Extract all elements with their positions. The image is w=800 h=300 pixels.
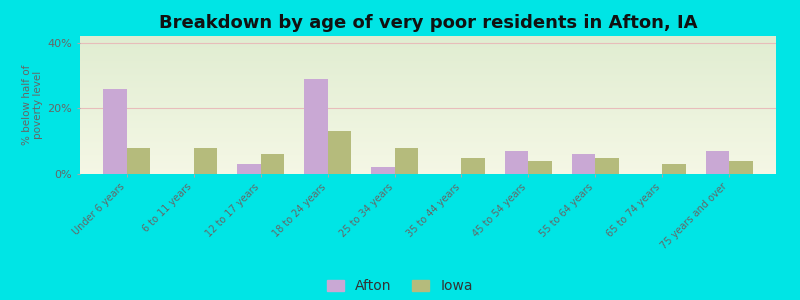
Bar xyxy=(706,151,729,174)
Bar xyxy=(238,164,261,174)
Bar xyxy=(572,154,595,174)
Bar xyxy=(194,148,217,174)
Y-axis label: % below half of
poverty level: % below half of poverty level xyxy=(22,65,43,145)
Bar xyxy=(103,88,127,174)
Bar xyxy=(304,79,328,174)
Bar xyxy=(261,154,284,174)
Bar xyxy=(528,161,552,174)
Bar xyxy=(371,167,394,174)
Legend: Afton, Iowa: Afton, Iowa xyxy=(327,279,473,293)
Bar xyxy=(127,148,150,174)
Bar xyxy=(729,161,753,174)
Bar xyxy=(394,148,418,174)
Bar xyxy=(662,164,686,174)
Bar xyxy=(595,158,618,174)
Bar xyxy=(462,158,485,174)
Bar xyxy=(328,131,351,174)
Bar xyxy=(505,151,528,174)
Title: Breakdown by age of very poor residents in Afton, IA: Breakdown by age of very poor residents … xyxy=(158,14,698,32)
